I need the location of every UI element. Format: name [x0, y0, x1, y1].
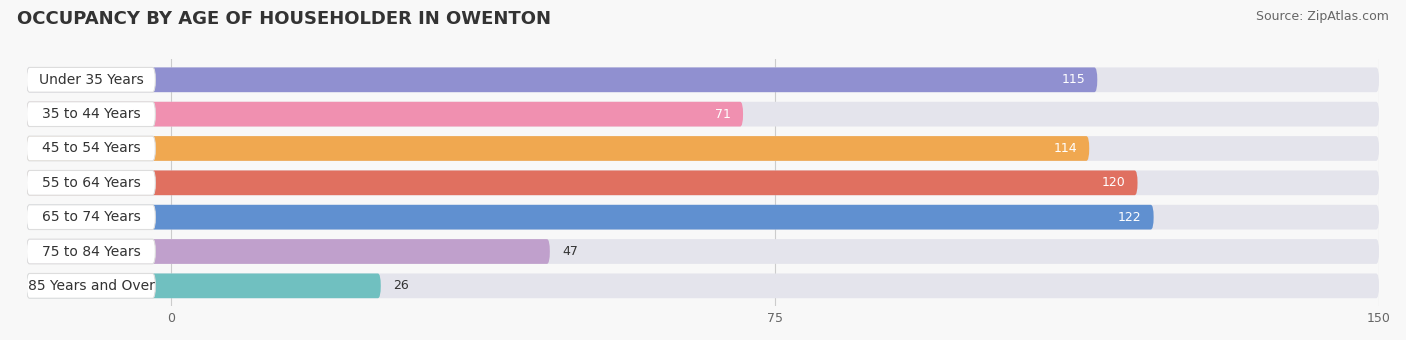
FancyBboxPatch shape — [27, 136, 155, 161]
FancyBboxPatch shape — [27, 239, 155, 264]
FancyBboxPatch shape — [27, 102, 1379, 126]
FancyBboxPatch shape — [27, 102, 742, 126]
Text: 120: 120 — [1102, 176, 1125, 189]
Text: 71: 71 — [716, 108, 731, 121]
Text: 75 to 84 Years: 75 to 84 Years — [42, 244, 141, 258]
FancyBboxPatch shape — [27, 136, 1090, 161]
Text: 65 to 74 Years: 65 to 74 Years — [42, 210, 141, 224]
FancyBboxPatch shape — [27, 273, 155, 298]
Text: 122: 122 — [1118, 211, 1142, 224]
FancyBboxPatch shape — [27, 170, 1379, 195]
FancyBboxPatch shape — [27, 136, 1379, 161]
Text: 45 to 54 Years: 45 to 54 Years — [42, 141, 141, 155]
FancyBboxPatch shape — [27, 102, 155, 126]
FancyBboxPatch shape — [27, 67, 155, 92]
Text: OCCUPANCY BY AGE OF HOUSEHOLDER IN OWENTON: OCCUPANCY BY AGE OF HOUSEHOLDER IN OWENT… — [17, 10, 551, 28]
FancyBboxPatch shape — [27, 205, 155, 230]
Text: 26: 26 — [392, 279, 409, 292]
FancyBboxPatch shape — [27, 170, 1137, 195]
Text: Under 35 Years: Under 35 Years — [38, 73, 143, 87]
FancyBboxPatch shape — [27, 205, 1154, 230]
Text: Source: ZipAtlas.com: Source: ZipAtlas.com — [1256, 10, 1389, 23]
FancyBboxPatch shape — [27, 205, 1379, 230]
FancyBboxPatch shape — [27, 239, 1379, 264]
Text: 55 to 64 Years: 55 to 64 Years — [42, 176, 141, 190]
FancyBboxPatch shape — [27, 273, 381, 298]
Text: 115: 115 — [1062, 73, 1085, 86]
FancyBboxPatch shape — [27, 67, 1379, 92]
FancyBboxPatch shape — [27, 273, 1379, 298]
FancyBboxPatch shape — [27, 67, 1097, 92]
FancyBboxPatch shape — [27, 239, 550, 264]
Text: 114: 114 — [1053, 142, 1077, 155]
FancyBboxPatch shape — [27, 170, 155, 195]
Text: 47: 47 — [562, 245, 578, 258]
Text: 85 Years and Over: 85 Years and Over — [28, 279, 155, 293]
Text: 35 to 44 Years: 35 to 44 Years — [42, 107, 141, 121]
